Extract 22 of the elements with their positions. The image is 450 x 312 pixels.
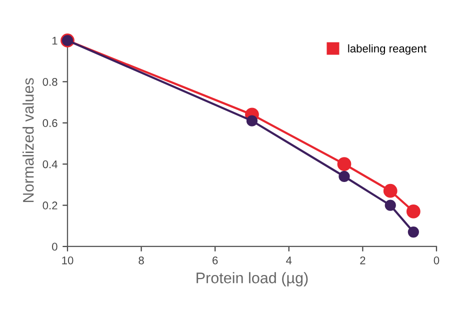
y-tick-label: 1 xyxy=(52,36,58,45)
x-tick-label: 2 xyxy=(360,256,366,264)
y-tick-label: 0 xyxy=(52,242,58,251)
x-tick-label: 8 xyxy=(138,256,144,264)
x-tick-label: 6 xyxy=(212,256,218,264)
point xyxy=(337,157,352,172)
point xyxy=(246,115,258,126)
x-tick-label: 4 xyxy=(286,256,292,264)
x-tick-label: 10 xyxy=(62,256,74,264)
x-axis-title: Protein load (µg) xyxy=(196,272,308,286)
y-axis-title: Normalized values xyxy=(22,78,34,202)
y-tick-label: 0.6 xyxy=(42,119,58,128)
point xyxy=(406,204,420,218)
y-tick-label: 0.2 xyxy=(42,202,58,210)
point xyxy=(383,184,398,198)
legend-label: labeling reagent xyxy=(348,44,426,55)
point xyxy=(408,226,419,238)
point xyxy=(384,200,396,211)
point xyxy=(338,170,350,182)
x-tick-label: 0 xyxy=(434,256,440,264)
y-tick-label: 0.4 xyxy=(42,160,58,168)
y-tick-label: 0.8 xyxy=(42,78,58,86)
